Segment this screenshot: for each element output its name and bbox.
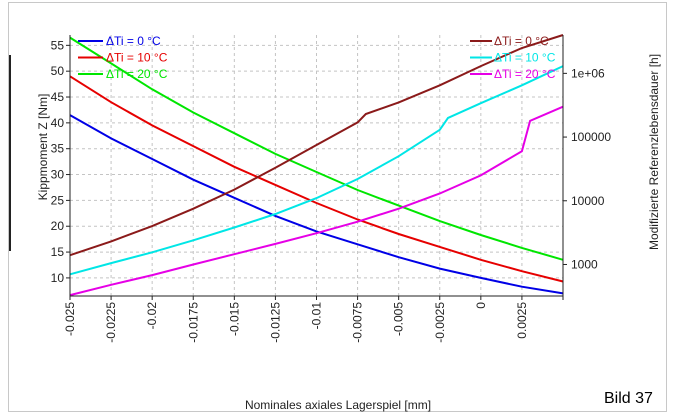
x-tick-label: -0.025 bbox=[63, 302, 77, 336]
legend-label: ΔTi = 20 °C bbox=[106, 67, 168, 81]
y-left-tick-label: 20 bbox=[51, 219, 65, 233]
legend-label: ΔTi = 0 °C bbox=[106, 34, 161, 48]
legend-label: ΔTi = 20 °C bbox=[494, 67, 556, 81]
x-tick-label: -0.02 bbox=[145, 302, 159, 330]
y-axis-right-title: Modifizierte Referenzlebensdauer [h] bbox=[647, 54, 661, 250]
y-left-tick-label: 30 bbox=[51, 168, 65, 182]
x-tick-label: -0.0125 bbox=[268, 302, 282, 343]
y-left-tick-label: 55 bbox=[51, 38, 65, 52]
y-left-tick-label: 15 bbox=[51, 245, 65, 259]
y-right-tick-label: 1000 bbox=[571, 257, 598, 271]
y-left-tick-label: 25 bbox=[51, 193, 65, 207]
y-axis-left-title: Kippmoment Z [Nm] bbox=[36, 94, 50, 201]
x-tick-label: 0 bbox=[474, 302, 488, 309]
x-tick-label: -0.0225 bbox=[104, 302, 118, 343]
series-line-left bbox=[69, 36, 564, 261]
y-left-tick-label: 50 bbox=[51, 64, 65, 78]
figure-label: Bild 37 bbox=[604, 390, 653, 407]
axes bbox=[66, 35, 567, 300]
series-line-right bbox=[69, 105, 564, 297]
x-tick-label: -0.0025 bbox=[433, 302, 447, 343]
x-tick-label: -0.015 bbox=[227, 302, 241, 336]
x-tick-label: -0.005 bbox=[392, 302, 406, 336]
x-tick-label: 0.0025 bbox=[515, 302, 529, 339]
x-tick-label: -0.0075 bbox=[351, 302, 365, 343]
x-axis-title: Nominales axiales Lagerspiel [mm] bbox=[244, 398, 432, 412]
y-left-tick-label: 10 bbox=[51, 271, 65, 285]
y-left-tick-label: 45 bbox=[51, 90, 65, 104]
series-line-left bbox=[69, 75, 564, 283]
left-border-rule bbox=[9, 55, 11, 251]
grid bbox=[69, 35, 564, 296]
series-layer bbox=[69, 34, 564, 297]
y-left-tick-label: 35 bbox=[51, 142, 65, 156]
y-right-tick-label: 100000 bbox=[571, 130, 611, 144]
x-tick-label: -0.0175 bbox=[186, 302, 200, 343]
tick-labels: -0.025 -0.0225 -0.02 -0.0175 -0.015 -0.0125 -0… bbox=[51, 38, 612, 342]
legend-right: ΔTi = 0 °C ΔTi = 10 °C ΔTi = 20 °C bbox=[470, 34, 556, 81]
legend-label: ΔTi = 10 °C bbox=[494, 51, 556, 65]
y-right-tick-label: 10000 bbox=[571, 194, 605, 208]
y-right-tick-label: 1e+06 bbox=[571, 66, 605, 80]
series-line-right bbox=[69, 65, 564, 276]
legend-left: ΔTi = 0 °C ΔTi = 10 °C ΔTi = 20 °C bbox=[78, 34, 168, 81]
x-tick-label: -0.01 bbox=[310, 302, 324, 330]
y-left-tick-label: 40 bbox=[51, 116, 65, 130]
legend-label: ΔTi = 10 °C bbox=[106, 51, 168, 65]
legend-label: ΔTi = 0 °C bbox=[494, 34, 549, 48]
series-line-right bbox=[69, 34, 564, 257]
series-line-left bbox=[69, 114, 564, 295]
